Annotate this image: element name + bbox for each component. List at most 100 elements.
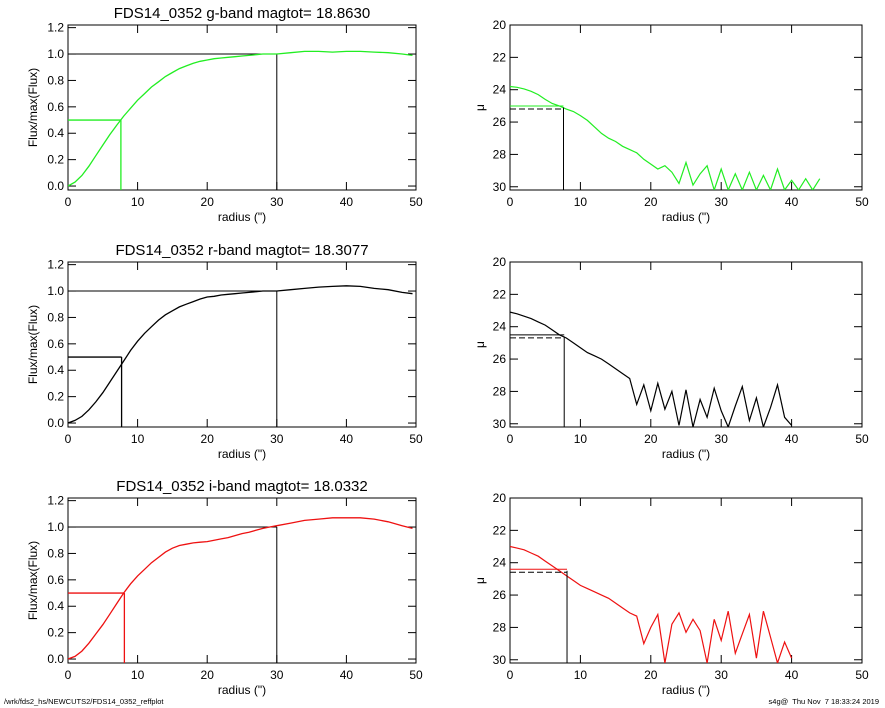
x-tick-label: 0 [65,432,72,446]
y-tick-label: 0.4 [47,363,64,377]
y-tick-label: 0.6 [47,100,64,114]
chart-g-profile: 0 10 20 30 40 50 20 22 24 26 28 30 radius (") μ [473,18,869,224]
plot-area [510,545,793,663]
chart-r-growth: 0 10 20 30 40 50 0.0 0.2 0.4 0.6 0.8 1.0 1.2 radius (… [26,242,423,461]
y-tick-label: 1.0 [47,520,64,534]
y-tick-label: 28 [493,620,507,634]
y-tick-label: 0.0 [47,652,64,666]
y-tick-label: 28 [493,384,507,398]
y-tick-label: 0.6 [47,337,64,351]
x-tick-label: 10 [131,432,145,446]
chart-g-growth: 0 10 20 30 40 50 0.0 0.2 0.4 0.6 0.8 1.0 1.2 radius (… [26,5,423,224]
y-tick-label: 22 [493,287,507,301]
plot-frame [67,261,417,428]
x-tick-label: 20 [201,432,215,446]
x-tick-label: 40 [785,432,799,446]
plot-frame [509,497,863,664]
x-tick-label: 10 [131,668,145,682]
growth-curve [68,285,413,424]
x-tick-label: 10 [574,668,588,682]
x-tick-label: 30 [270,195,284,209]
surface-brightness-profile [510,85,821,190]
y-tick-label: 28 [493,147,507,161]
y-tick-label: 26 [493,352,507,366]
x-tick-label: 0 [507,432,514,446]
x-tick-label: 0 [65,668,72,682]
chart-r-profile: 0 10 20 30 40 50 20 22 24 26 28 30 radius (") μ [473,255,869,461]
y-tick-label: 24 [493,556,507,570]
x-axis-label: radius (") [218,683,266,697]
y-tick-label: 22 [493,50,507,64]
chart-i-profile: 0 10 20 30 40 50 20 22 24 26 28 30 radius (") μ [473,491,869,697]
footer-timestamp: s4g@ Thu Nov 7 18:33:24 2019 [768,697,879,706]
x-tick-label: 50 [409,432,423,446]
x-axis-label: radius (") [662,210,710,224]
x-tick-label: 50 [855,195,869,209]
y-tick-label: 1.2 [47,494,64,508]
y-tick-label: 0.2 [47,390,64,404]
y-axis-label: Flux/max(Flux) [26,541,40,620]
y-tick-label: 0.4 [47,599,64,613]
x-tick-label: 10 [574,432,588,446]
y-tick-label: 30 [493,653,507,667]
x-tick-label: 30 [715,432,729,446]
surface-brightness-profile [510,311,793,427]
x-tick-label: 10 [131,195,145,209]
x-tick-label: 30 [270,432,284,446]
x-tick-label: 40 [785,668,799,682]
y-axis-label: μ [473,104,487,111]
x-tick-label: 20 [644,432,658,446]
x-axis-label: radius (") [218,210,266,224]
x-tick-label: 40 [340,668,354,682]
chart-i-growth: 0 10 20 30 40 50 0.0 0.2 0.4 0.6 0.8 1.0 1.2 radius (… [26,478,423,697]
x-tick-label: 40 [340,432,354,446]
x-tick-label: 40 [340,195,354,209]
y-tick-label: 20 [493,491,507,505]
x-tick-label: 50 [409,668,423,682]
x-tick-label: 30 [270,668,284,682]
y-tick-label: 30 [493,180,507,194]
growth-curve [68,50,413,187]
y-tick-label: 20 [493,255,507,269]
plot-frame [67,24,417,191]
y-tick-label: 1.0 [47,47,64,61]
y-tick-label: 22 [493,523,507,537]
y-tick-label: 0.2 [47,626,64,640]
y-tick-label: 1.0 [47,284,64,298]
plot-area [510,311,793,427]
x-tick-label: 30 [715,668,729,682]
y-tick-label: 0.0 [47,416,64,430]
surface-brightness-profile [510,545,793,663]
y-tick-label: 1.2 [47,258,64,272]
x-tick-label: 0 [65,195,72,209]
y-axis-label: Flux/max(Flux) [26,68,40,147]
y-axis-label: Flux/max(Flux) [26,305,40,384]
x-tick-label: 20 [201,668,215,682]
y-tick-label: 0.8 [47,73,64,87]
plot-area [510,85,821,190]
y-tick-label: 30 [493,417,507,431]
x-tick-label: 50 [855,668,869,682]
y-tick-label: 26 [493,115,507,129]
x-tick-label: 0 [507,668,514,682]
y-tick-label: 26 [493,588,507,602]
y-tick-label: 0.4 [47,126,64,140]
y-tick-label: 1.2 [47,21,64,35]
chart-title: FDS14_0352 g-band magtot= 18.8630 [114,5,370,22]
y-tick-label: 20 [493,18,507,32]
x-tick-label: 30 [715,195,729,209]
footer-path: /wrk/fds2_hs/NEWCUTS2/FDS14_0352_reffplo… [4,697,164,706]
x-tick-label: 0 [507,195,514,209]
y-tick-label: 24 [493,83,507,97]
x-tick-label: 10 [574,195,588,209]
chart-title: FDS14_0352 i-band magtot= 18.0332 [116,478,367,495]
plot-frame [509,24,863,191]
plot-area [68,50,413,190]
growth-curve [68,517,413,660]
x-tick-label: 20 [644,195,658,209]
x-tick-label: 20 [201,195,215,209]
x-axis-label: radius (") [218,447,266,461]
y-axis-label: μ [473,577,487,584]
plot-area [68,517,413,663]
